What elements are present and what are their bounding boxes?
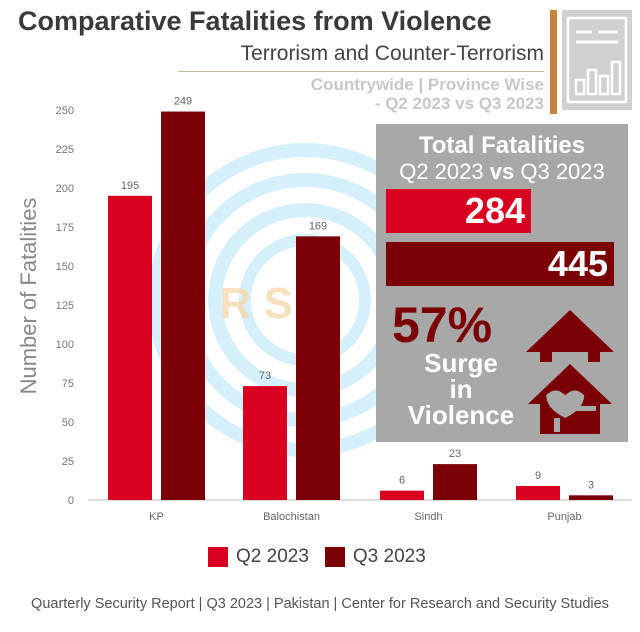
x-tick-label-sindh: Sindh: [414, 511, 442, 523]
y-tick-label-225: 225: [56, 144, 74, 156]
bar-sindh-q3: [433, 464, 477, 500]
bar-punjab-q2: [516, 485, 560, 500]
x-tick-label-punjab: Punjab: [547, 511, 581, 523]
bar-balochistan-q3: [296, 236, 340, 501]
bar-kp-q2: [108, 195, 152, 501]
data-label-sindh-q2: 6: [399, 475, 405, 487]
context-text: Countrywide | Province Wise - Q2 2023 vs…: [224, 75, 544, 113]
page-title: Comparative Fatalities from Violence: [18, 6, 492, 36]
surge-line-1: Surge: [424, 348, 498, 378]
legend-label-q3: Q3 2023: [352, 546, 426, 567]
data-label-sindh-q3: 23: [449, 448, 461, 460]
y-axis: 0 25 50 75 100 125 150 175 200 225 250: [56, 105, 74, 507]
data-label-balochistan-q3: 169: [309, 220, 327, 232]
y-tick-label-75: 75: [62, 378, 74, 390]
x-tick-label-balochistan: Balochistan: [263, 511, 320, 523]
house-attack-icon: [524, 306, 616, 436]
report-chart-icon: [562, 10, 632, 110]
title-divider: [178, 71, 544, 72]
summary-vs-label: vs: [489, 159, 515, 184]
accent-bar: [550, 10, 557, 114]
y-axis-title: Number of Fatalities: [16, 198, 41, 395]
data-label-punjab-q3: 3: [588, 479, 594, 491]
legend-swatch-q3: [324, 547, 345, 567]
bar-sindh-q2: [380, 490, 424, 500]
y-tick-label-0: 0: [68, 495, 74, 507]
bar-kp-q3: [161, 111, 205, 500]
legend-swatch-q2: [208, 547, 228, 567]
legend-item-q3: Q3 2023: [324, 546, 426, 568]
bar-balochistan-q2: [243, 386, 287, 500]
legend-label-q2: Q2 2023: [236, 546, 309, 567]
x-tick-label-kp: KP: [149, 511, 164, 523]
legend-item-q2: Q2 2023: [208, 546, 309, 568]
chart-legend: Q2 2023 Q3 2023: [208, 545, 442, 569]
bars-group: 195 73 6 9 249 169 23 3: [108, 96, 613, 501]
surge-percent: 57%: [392, 297, 493, 353]
footer-credit: Quarterly Security Report | Q3 2023 | Pa…: [31, 596, 609, 612]
y-tick-label-50: 50: [62, 417, 74, 429]
context-line-1: Countrywide | Province Wise: [310, 75, 544, 94]
data-label-balochistan-q2: 73: [259, 370, 271, 382]
surge-text: Surge in Violence: [390, 350, 532, 428]
summary-title: Total Fatalities: [418, 132, 586, 159]
q3-total-bar: 445: [386, 242, 614, 286]
page-subtitle: Terrorism and Counter-Terrorism: [240, 42, 544, 65]
x-axis-labels: KP Balochistan Sindh Punjab: [149, 511, 581, 523]
y-tick-label-125: 125: [56, 300, 74, 312]
summary-comparison: Q2 2023 vs Q3 2023: [376, 159, 628, 185]
context-line-2: - Q2 2023 vs Q3 2023: [374, 94, 544, 113]
data-label-kp-q2: 195: [121, 180, 139, 192]
surge-line-3: Violence: [407, 400, 515, 430]
summary-q2-label: Q2 2023: [399, 159, 484, 184]
y-tick-label-250: 250: [56, 105, 74, 117]
data-label-punjab-q2: 9: [535, 470, 541, 482]
summary-panel: Total Fatalities Q2 2023 vs Q3 2023 284 …: [376, 124, 628, 442]
q2-total-bar: 284: [386, 189, 531, 233]
y-tick-label-175: 175: [56, 222, 74, 234]
y-tick-label-150: 150: [56, 261, 74, 273]
summary-q3-label: Q3 2023: [520, 159, 605, 184]
surge-line-2: in: [449, 374, 473, 404]
bar-punjab-q3: [569, 495, 613, 500]
data-label-kp-q3: 249: [174, 96, 192, 108]
y-tick-label-200: 200: [56, 183, 74, 195]
y-tick-label-100: 100: [56, 339, 74, 351]
y-tick-label-25: 25: [62, 456, 74, 468]
